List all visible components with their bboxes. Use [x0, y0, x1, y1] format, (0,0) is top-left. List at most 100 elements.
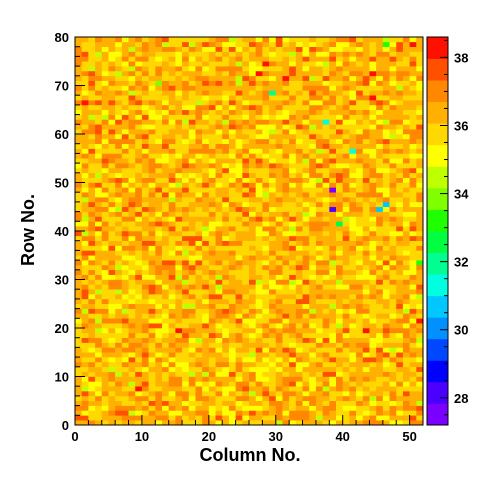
heatmap-cell: [108, 80, 116, 86]
heatmap-cell: [202, 109, 210, 115]
heatmap-cell: [396, 284, 404, 290]
heatmap-cell: [222, 347, 230, 353]
heatmap-cell: [228, 245, 236, 251]
heatmap-cell: [356, 192, 364, 198]
colorbar-tick-label: 38: [454, 50, 468, 65]
heatmap-cell: [376, 226, 384, 232]
heatmap-cell: [148, 109, 156, 115]
heatmap-cell: [376, 172, 384, 178]
heatmap-cell: [135, 386, 143, 392]
heatmap-cell: [402, 260, 410, 266]
heatmap-cell: [376, 231, 384, 237]
heatmap-cell: [309, 366, 317, 372]
heatmap-cell: [329, 124, 337, 130]
heatmap-cell: [362, 298, 370, 305]
heatmap-cell: [148, 376, 156, 382]
heatmap-cell: [409, 80, 417, 86]
heatmap-cell: [128, 211, 136, 217]
heatmap-cell: [295, 134, 303, 140]
heatmap-cell: [389, 138, 397, 144]
heatmap-cell: [141, 395, 149, 402]
heatmap-cell: [336, 197, 343, 203]
heatmap-cell: [349, 313, 357, 319]
heatmap-cell: [349, 284, 357, 290]
heatmap-cell: [128, 177, 136, 183]
heatmap-cell: [188, 366, 196, 372]
heatmap-cell: [349, 332, 357, 338]
heatmap-cell: [202, 371, 210, 377]
heatmap-cell: [121, 119, 129, 125]
heatmap-cell: [162, 410, 169, 416]
heatmap-cell: [75, 400, 82, 406]
heatmap-cell: [269, 386, 277, 392]
heatmap-cell: [376, 391, 384, 397]
heatmap-cell: [309, 255, 317, 261]
heatmap-cell: [322, 361, 330, 368]
heatmap-cell: [95, 167, 103, 174]
heatmap-cell: [88, 70, 96, 77]
heatmap-cell: [255, 143, 263, 149]
heatmap-cell: [162, 211, 169, 217]
heatmap-cell: [275, 420, 283, 426]
heatmap-cell: [329, 260, 337, 266]
heatmap-cell: [182, 308, 190, 314]
heatmap-cell: [376, 420, 384, 426]
heatmap-cell: [315, 308, 323, 314]
heatmap-cell: [402, 347, 410, 353]
heatmap-cell: [128, 415, 136, 421]
heatmap-cell: [148, 342, 156, 348]
heatmap-cell: [195, 332, 203, 338]
heatmap-cell: [148, 56, 156, 62]
heatmap-cell: [329, 264, 337, 271]
heatmap-cell: [95, 332, 103, 338]
heatmap-cell: [222, 381, 230, 387]
heatmap-cell: [402, 95, 410, 101]
heatmap-cell: [249, 400, 256, 406]
heatmap-cell: [128, 167, 136, 174]
heatmap-cell: [309, 37, 317, 43]
heatmap-cell: [115, 274, 123, 280]
heatmap-cell: [175, 192, 183, 198]
heatmap-cell: [282, 357, 290, 363]
heatmap-cell: [162, 197, 169, 203]
heatmap-cell: [135, 415, 143, 421]
heatmap-cell: [262, 381, 270, 387]
heatmap-cell: [409, 357, 417, 363]
heatmap-cell: [168, 124, 176, 130]
heatmap-cell: [336, 289, 343, 295]
heatmap-cell: [175, 51, 183, 57]
heatmap-cell: [202, 114, 210, 120]
heatmap-cell: [315, 56, 323, 62]
heatmap-cell: [402, 420, 410, 426]
heatmap-cell: [356, 148, 364, 154]
heatmap-cell: [315, 235, 323, 241]
heatmap-cell: [389, 308, 397, 314]
heatmap-cell: [329, 366, 337, 372]
heatmap-cell: [275, 318, 283, 324]
heatmap-cell: [376, 328, 384, 334]
heatmap-cell: [135, 255, 143, 261]
heatmap-cell: [249, 104, 256, 111]
heatmap-cell: [396, 41, 404, 47]
heatmap-cell: [155, 395, 163, 402]
heatmap-cell: [382, 177, 390, 183]
heatmap-cell: [389, 143, 397, 149]
heatmap-cell: [409, 381, 417, 387]
heatmap-cell: [88, 206, 96, 212]
heatmap-cell: [302, 303, 310, 309]
heatmap-cell: [95, 235, 103, 241]
heatmap-cell: [416, 298, 424, 305]
heatmap-cell: [141, 119, 149, 125]
heatmap-cell: [141, 221, 149, 227]
heatmap-cell: [255, 46, 263, 52]
heatmap-cell: [108, 381, 116, 387]
heatmap-cell: [342, 313, 350, 319]
heatmap-cell: [282, 352, 290, 358]
heatmap-cell: [409, 192, 417, 198]
heatmap-cell: [155, 308, 163, 314]
heatmap-cell: [242, 415, 250, 421]
heatmap-cell: [81, 134, 89, 140]
heatmap-cell: [81, 231, 89, 237]
heatmap-cell: [155, 109, 163, 115]
